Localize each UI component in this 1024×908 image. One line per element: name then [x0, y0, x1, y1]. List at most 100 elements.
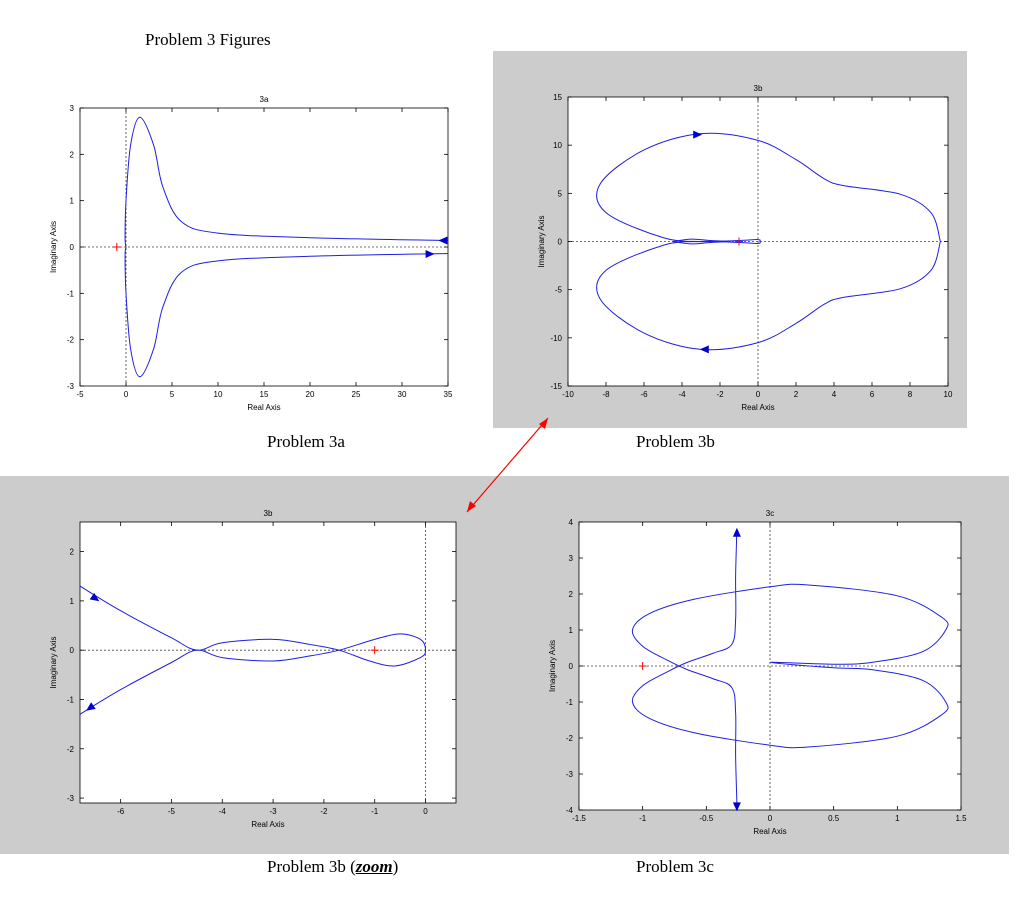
x-tick-label: -8 — [602, 390, 610, 399]
y-tick-label: 0 — [569, 662, 574, 671]
y-axis-label: Imaginary Axis — [537, 215, 546, 267]
chart-title: 3b — [264, 509, 273, 518]
x-tick-label: -5 — [168, 807, 176, 816]
x-tick-label: 15 — [260, 390, 269, 399]
caption-3a: Problem 3a — [267, 432, 345, 451]
y-tick-label: -2 — [67, 745, 75, 754]
x-tick-label: 1 — [895, 814, 900, 823]
y-tick-label: 2 — [569, 590, 574, 599]
direction-arrow — [438, 236, 448, 245]
y-axis-label: Imaginary Axis — [49, 636, 58, 688]
y-tick-label: -4 — [566, 806, 574, 815]
y-tick-label: 1 — [70, 197, 75, 206]
x-tick-label: 2 — [794, 390, 799, 399]
y-tick-label: 3 — [569, 554, 574, 563]
y-tick-label: 0 — [70, 646, 75, 655]
x-tick-label: 10 — [944, 390, 953, 399]
x-tick-label: -4 — [219, 807, 227, 816]
x-axis-label: Real Axis — [251, 820, 284, 829]
nyquist-curve-1 — [79, 585, 427, 715]
direction-arrow — [732, 802, 741, 812]
y-tick-label: -3 — [67, 794, 75, 803]
nyquist-curve-1 — [596, 132, 941, 351]
chart-3c: -1.5 -1 -0.5 0 0.5 1 1.5 -4 -3 -2 -1 0 1 2 3 4 3c Real Ax… — [548, 509, 967, 836]
nyquist-curve-2 — [124, 246, 449, 378]
direction-arrow — [732, 527, 741, 537]
link-arrow-head-bottom — [467, 501, 476, 512]
x-tick-label: -2 — [716, 390, 724, 399]
chart-title: 3c — [766, 509, 774, 518]
x-tick-label: 0 — [423, 807, 428, 816]
x-tick-label: 20 — [306, 390, 315, 399]
y-tick-label: 0 — [558, 238, 563, 247]
x-tick-label: 10 — [214, 390, 223, 399]
y-tick-label: -2 — [67, 336, 75, 345]
x-tick-label: -4 — [678, 390, 686, 399]
y-tick-label: -1 — [67, 289, 75, 298]
y-tick-label: 15 — [553, 93, 562, 102]
x-tick-label: -3 — [270, 807, 278, 816]
y-tick-label: 0 — [70, 243, 75, 252]
y-tick-label: 1 — [569, 626, 574, 635]
caption-3b-zoom-suffix: ) — [392, 857, 399, 876]
x-tick-label: 35 — [444, 390, 453, 399]
y-tick-label: -15 — [550, 382, 562, 391]
y-tick-label: -1 — [67, 695, 75, 704]
caption-3b-zoom: Problem 3b (zoom) — [267, 857, 398, 877]
direction-arrow — [89, 592, 100, 602]
chart-3b-zoom: -6 -5 -4 -3 -2 -1 0 -3 -2 -1 0 1 2 3b Real Axis Imagina… — [49, 509, 457, 829]
y-tick-label: -5 — [555, 286, 563, 295]
x-tick-label: 30 — [398, 390, 407, 399]
x-tick-label: -10 — [562, 390, 574, 399]
x-tick-label: 1.5 — [955, 814, 967, 823]
x-tick-label: -2 — [320, 807, 328, 816]
direction-arrow — [693, 130, 703, 139]
x-tick-label: -1 — [639, 814, 647, 823]
x-tick-label: 0 — [124, 390, 129, 399]
y-tick-label: 4 — [569, 518, 574, 527]
y-tick-label: -2 — [566, 734, 574, 743]
caption-3b: Problem 3b — [636, 432, 715, 451]
chart-title: 3a — [260, 95, 269, 104]
x-tick-label: -0.5 — [699, 814, 713, 823]
page-title: Problem 3 Figures — [145, 30, 271, 49]
x-tick-label: -5 — [76, 390, 84, 399]
x-tick-label: -1.5 — [572, 814, 586, 823]
x-tick-label: -6 — [117, 807, 125, 816]
x-tick-label: 6 — [870, 390, 875, 399]
y-tick-label: -3 — [67, 382, 75, 391]
y-axis-label: Imaginary Axis — [548, 640, 557, 692]
x-tick-label: 25 — [352, 390, 361, 399]
direction-arrow — [699, 345, 709, 354]
y-tick-label: -3 — [566, 770, 574, 779]
x-axis-label: Real Axis — [247, 403, 280, 412]
y-axis-label: Imaginary Axis — [49, 221, 58, 273]
y-tick-label: -1 — [566, 698, 574, 707]
y-tick-label: -10 — [550, 334, 562, 343]
chart-title: 3b — [754, 84, 763, 93]
nyquist-curve-2 — [672, 238, 731, 245]
caption-3c: Problem 3c — [636, 857, 714, 876]
y-tick-label: 2 — [70, 150, 75, 159]
y-tick-label: 2 — [70, 548, 75, 557]
x-tick-label: 5 — [170, 390, 175, 399]
link-arrow-head-top — [539, 418, 548, 429]
x-tick-label: -1 — [371, 807, 379, 816]
y-tick-label: 3 — [70, 104, 75, 113]
x-tick-label: 4 — [832, 390, 837, 399]
y-tick-label: 5 — [558, 189, 563, 198]
caption-3b-zoom-word: zoom — [355, 857, 393, 876]
direction-arrow — [425, 249, 435, 258]
y-tick-label: 10 — [553, 141, 562, 150]
x-tick-label: 0 — [768, 814, 773, 823]
plot-area — [79, 521, 457, 804]
x-tick-label: -6 — [640, 390, 648, 399]
x-axis-label: Real Axis — [753, 827, 786, 836]
direction-arrow — [86, 702, 96, 711]
nyquist-curve-1 — [631, 529, 949, 803]
y-tick-label: 1 — [70, 597, 75, 606]
x-axis-label: Real Axis — [741, 403, 774, 412]
x-tick-label: 8 — [908, 390, 913, 399]
